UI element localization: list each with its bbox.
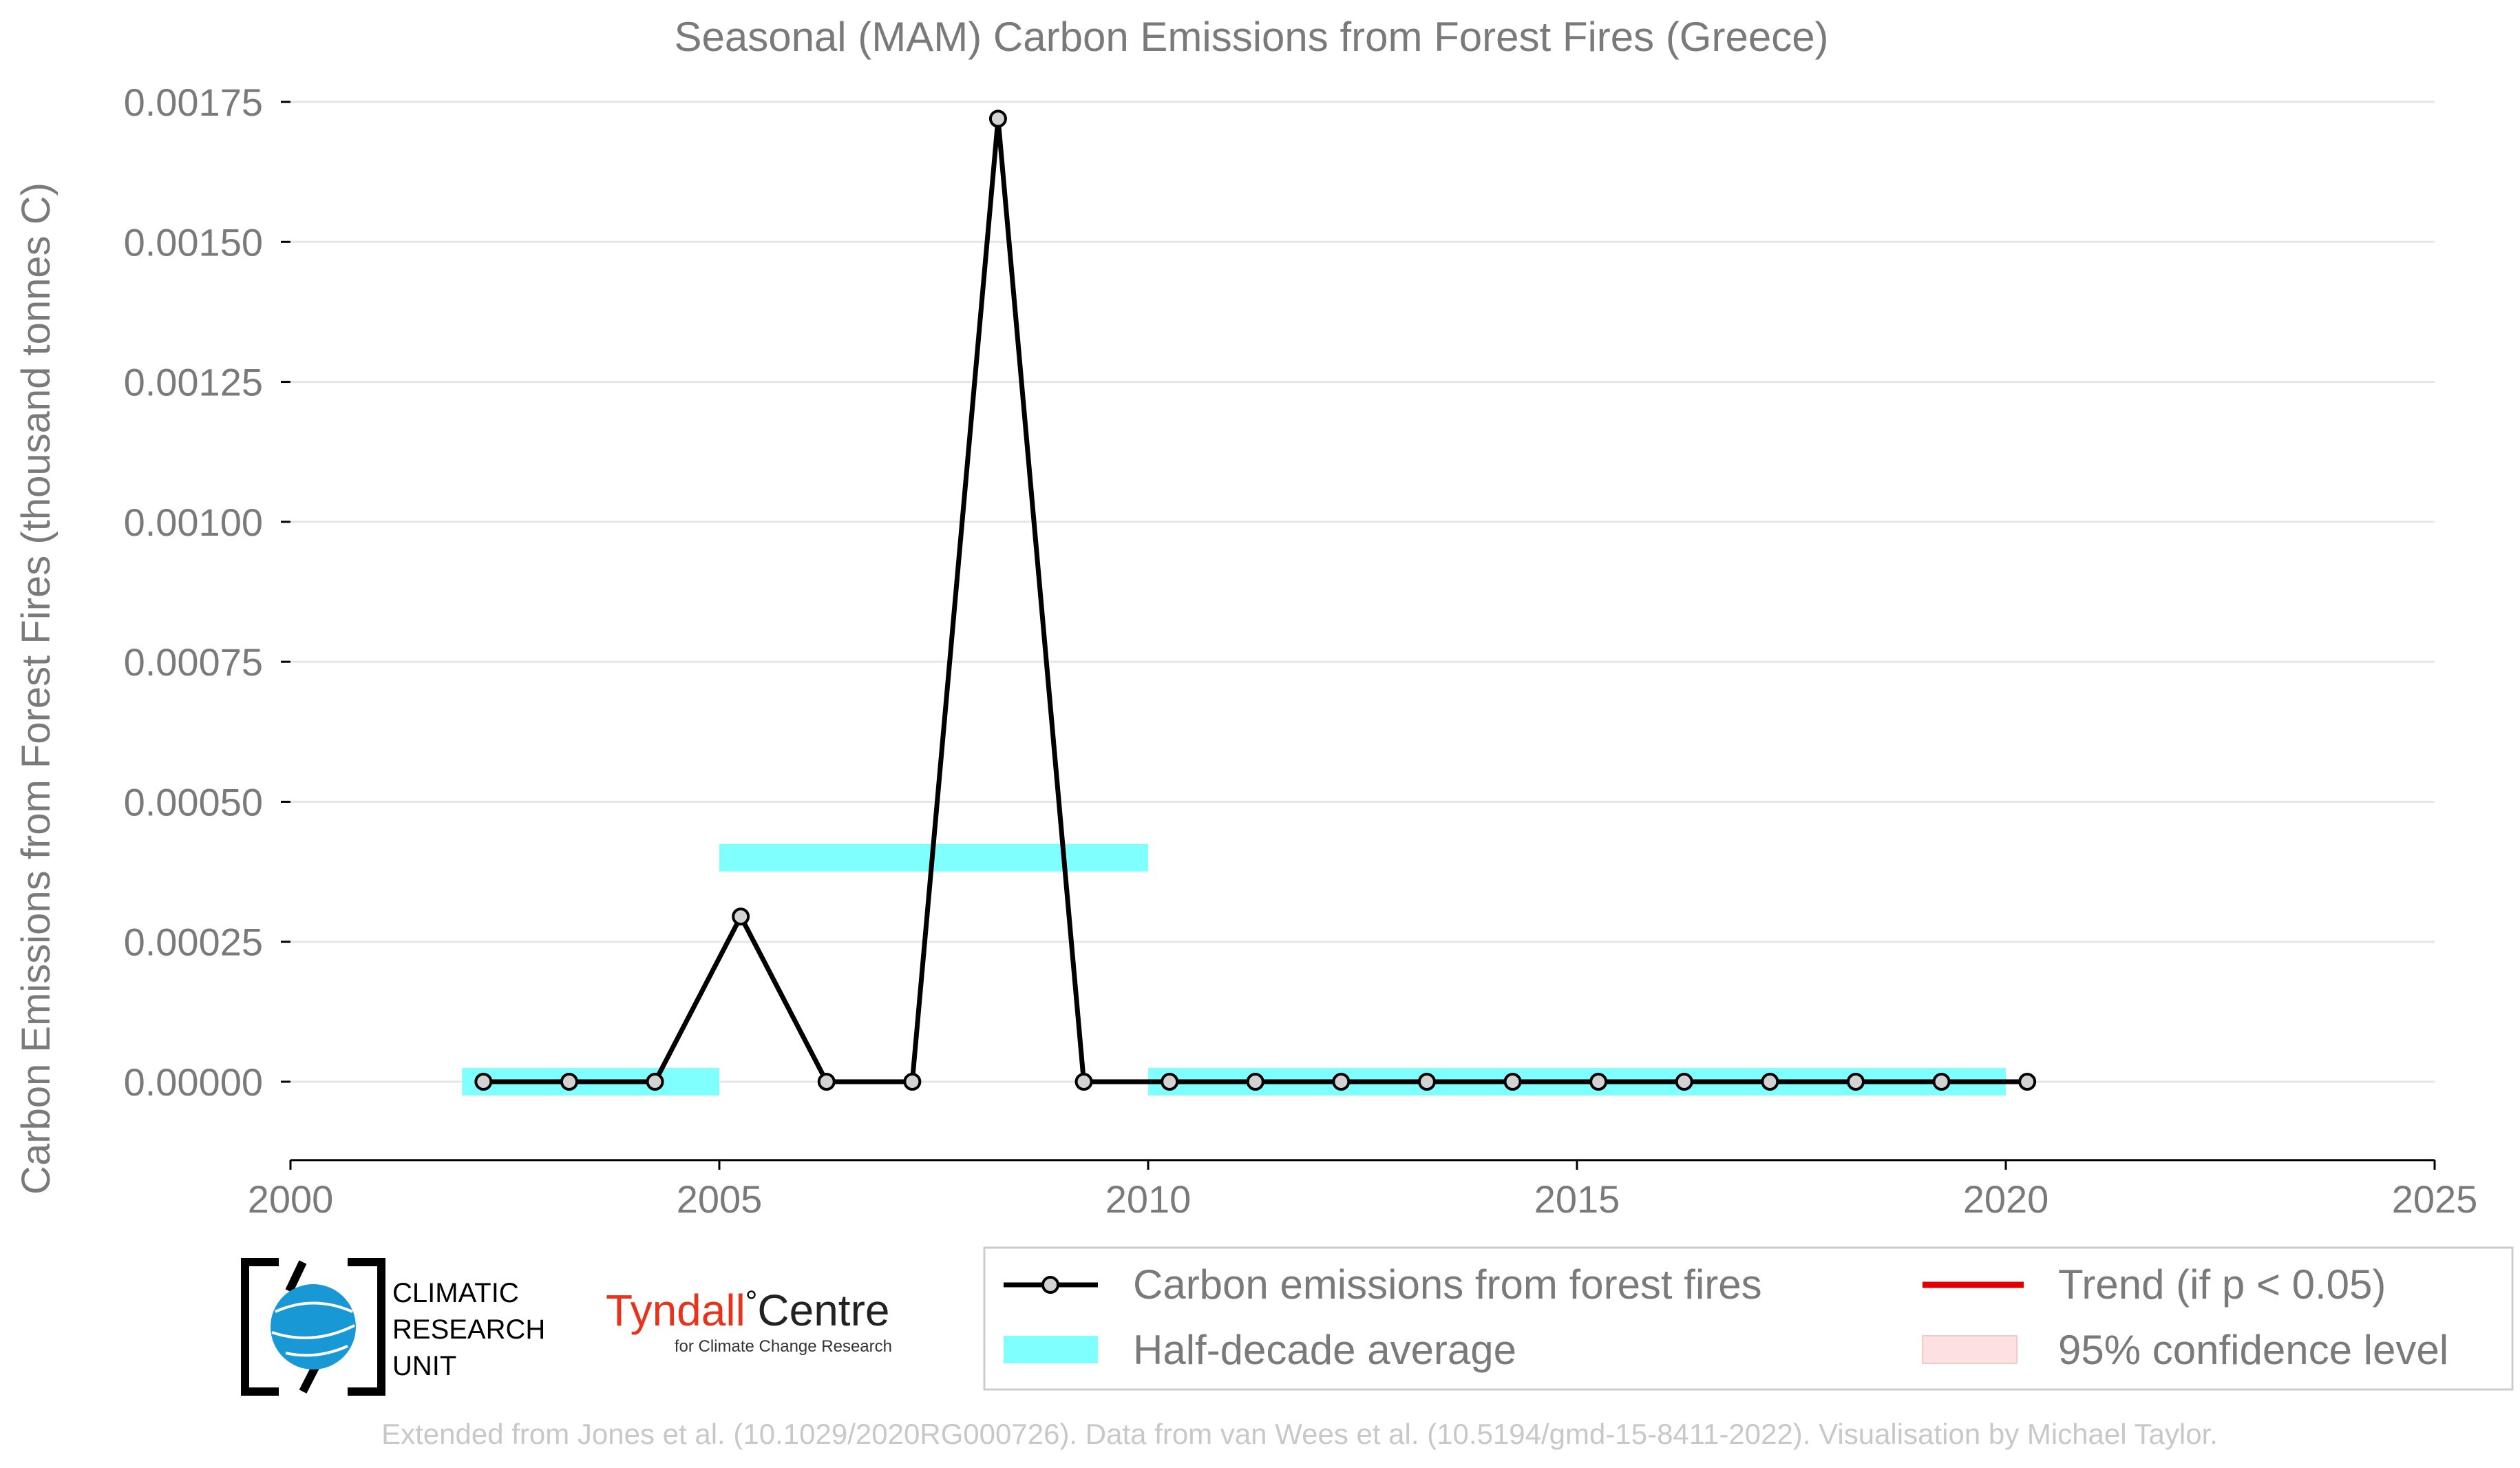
x-tick-label: 2010 <box>1105 1177 1192 1221</box>
x-tick-label: 2005 <box>677 1177 763 1221</box>
data-point <box>2018 1073 2037 1091</box>
legend: Carbon emissions from forest fires Trend… <box>983 1246 2514 1391</box>
data-point <box>1161 1073 1179 1091</box>
y-axis-ticks: 0.00000 0.00025 0.00050 0.00075 0.00100 0.001… <box>124 81 290 1104</box>
data-point <box>1417 1073 1436 1091</box>
series-line <box>483 118 2028 1084</box>
tyndall-centre-logo: Tyndall°Centre for Climate Change Resear… <box>606 1285 892 1356</box>
footer-credits: Extended from Jones et al. (10.1029/2020… <box>381 1418 2218 1450</box>
y-tick-label: 0.00150 <box>124 220 263 264</box>
data-point <box>1074 1073 1093 1091</box>
cru-logo-line2: RESEARCH <box>392 1314 545 1345</box>
y-tick-label: 0.00000 <box>124 1060 263 1104</box>
climatic-research-unit-logo: CLIMATIC RESEARCH UNIT <box>241 1258 545 1396</box>
data-point <box>1332 1073 1351 1091</box>
data-point <box>1246 1073 1264 1091</box>
x-tick-label: 2020 <box>1963 1177 2049 1221</box>
half-decade-average-bars <box>462 843 2006 1095</box>
legend-key-half-decade <box>1004 1336 1098 1363</box>
data-point <box>1503 1073 1522 1091</box>
legend-key-emissions-marker <box>1041 1276 1059 1294</box>
legend-label-trend: Trend (if p < 0.05) <box>2058 1261 2386 1308</box>
legend-label-confidence: 95% confidence level <box>2058 1327 2448 1373</box>
data-point <box>1675 1073 1693 1091</box>
chart-title: Seasonal (MAM) Carbon Emissions from For… <box>674 14 1828 60</box>
y-tick-label: 0.00050 <box>124 780 263 824</box>
y-tick-label: 0.00175 <box>124 81 263 124</box>
cru-logo-line3: UNIT <box>392 1351 456 1381</box>
data-point <box>903 1073 922 1091</box>
data-point <box>1846 1073 1865 1091</box>
x-tick-label: 2015 <box>1534 1177 1620 1221</box>
data-point <box>474 1073 493 1091</box>
x-axis: 2000 2005 2010 2015 2020 2025 <box>248 1159 2478 1221</box>
grid-lines <box>290 101 2435 1083</box>
legend-label-emissions: Carbon emissions from forest fires <box>1133 1261 1762 1308</box>
y-tick-label: 0.00075 <box>124 640 263 684</box>
y-tick-label: 0.00100 <box>124 501 263 544</box>
x-tick-label: 2025 <box>2392 1177 2478 1221</box>
globe-icon <box>271 1284 356 1370</box>
y-axis-label: Carbon Emissions from Forest Fires (thou… <box>14 182 59 1195</box>
tyndall-logo-tagline: for Climate Change Research <box>675 1337 892 1356</box>
tyndall-logo-name: Tyndall°Centre <box>606 1285 889 1335</box>
data-point <box>732 908 750 926</box>
y-tick-label: 0.00025 <box>124 921 263 964</box>
data-point <box>988 109 1007 128</box>
x-tick-label: 2000 <box>248 1177 334 1221</box>
legend-frame <box>983 1246 2514 1391</box>
data-point <box>1589 1073 1608 1091</box>
data-point <box>817 1073 836 1091</box>
legend-key-confidence <box>1922 1335 2018 1364</box>
y-tick-label: 0.00125 <box>124 361 263 404</box>
cru-logo-line1: CLIMATIC <box>392 1278 519 1308</box>
data-point <box>1932 1073 1951 1091</box>
data-point <box>646 1073 664 1091</box>
series-carbon-emissions <box>474 109 2037 1091</box>
data-point <box>1761 1073 1779 1091</box>
legend-label-half-decade: Half-decade average <box>1133 1327 1516 1373</box>
data-point <box>560 1073 578 1091</box>
